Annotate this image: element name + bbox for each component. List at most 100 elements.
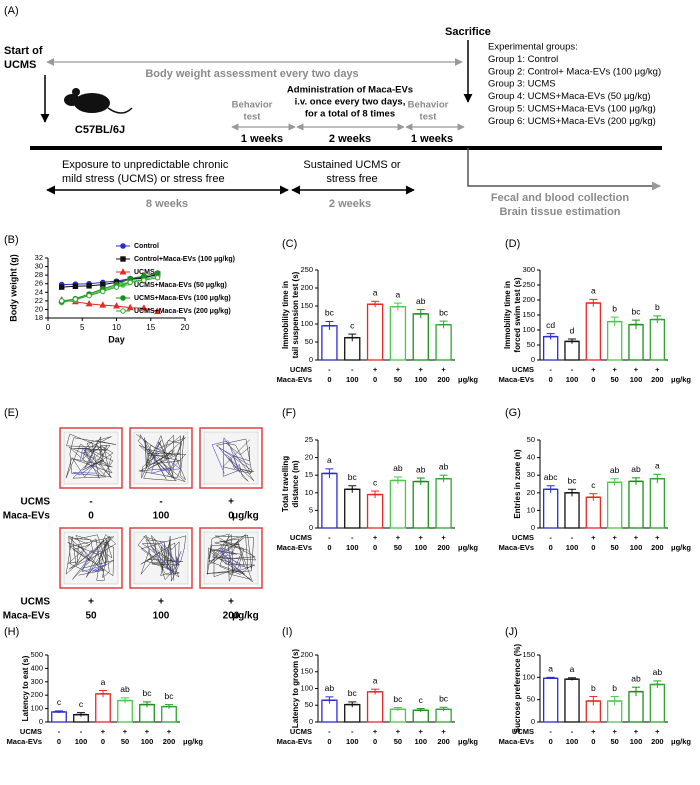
x-tick-label: 0 [549,543,553,552]
x-tick-label: 100 [141,737,154,746]
row-label: Maca-EVs [277,737,312,746]
bar [649,318,666,361]
track [206,533,257,583]
significance-letter: a [101,677,106,687]
point [99,301,107,308]
y-tick-label: 100 [300,683,313,692]
point [126,303,134,311]
ucms-mark: + [396,533,401,542]
ucms-mark: + [612,727,617,736]
y-tick-label: 24 [35,287,43,296]
x-tick-label: 0 [327,543,331,552]
bar [564,678,580,723]
bar [366,691,384,723]
y-tick-label: 0 [309,717,313,726]
row-label: Maca-EVs [499,737,534,746]
bar [389,708,407,723]
y-tick-label: 50 [527,340,535,349]
point [100,288,106,295]
significance-letter: ab [325,683,335,693]
bar [366,303,384,361]
y-tick-label: 100 [300,319,313,328]
x-tick-label: 100 [346,737,359,746]
significance-letter: a [373,675,378,685]
panel-label: (B) [4,234,19,246]
significance-letter: ab [439,461,449,471]
x-tick-label: 0 [591,375,595,384]
y-tick-label: 40 [527,453,535,462]
row-label: UCMS [21,597,51,608]
x-tick-label: 100 [566,543,579,552]
y-tick-label: 400 [30,663,43,672]
x-tick-label: 50 [610,737,618,746]
x-tick-label: 100 [566,737,579,746]
y-tick-label: 20 [527,488,535,497]
track [215,437,255,482]
x-tick-label: 50 [394,543,402,552]
ucms-mark: + [634,533,639,542]
ucms-mark: + [396,365,401,374]
x-tick-label: 50 [394,375,402,384]
panel-label: (H) [4,626,19,638]
panel-label: (F) [282,407,296,419]
ucms-mark: + [655,365,660,374]
strain-label: C57BL/6J [75,124,125,136]
significance-letter: b [655,302,660,312]
y-tick-label: 5 [309,505,313,514]
behavior-test-label: Behavior [408,100,449,111]
ucms-mark: + [591,727,596,736]
unit-label: μg/kg [671,543,691,552]
y-tick-label: 0 [309,523,313,532]
dose-label: 50 [85,611,97,622]
ucms-mark: - [571,727,574,736]
track [72,447,98,476]
point [59,284,65,290]
ucms-mark: - [80,727,83,736]
dose-label: 0 [228,511,234,522]
ucms-mark: + [591,365,596,374]
track [65,534,117,581]
significance-letter: bc [143,688,153,698]
ucms-mark: + [228,597,234,608]
unit-label: μg/kg [232,511,259,522]
significance-letter: abc [544,472,558,482]
bar [435,324,452,361]
ucms-mark: + [158,597,164,608]
significance-letter: bc [568,476,578,486]
significance-letter: b [591,683,596,693]
timeline: (A) Start of UCMS Body weight assessment… [4,5,662,218]
point [154,307,162,315]
open-field [59,427,263,589]
y-tick-label: 200 [300,650,313,659]
bar [412,313,429,361]
bar [628,480,644,529]
significance-letter: bc [439,694,449,704]
bar [389,306,407,361]
duration-label: 2 weeks [329,198,371,210]
ucms-mark: - [571,365,574,374]
x-tick-label: 100 [414,737,427,746]
significance-letter: c [419,695,424,705]
track [149,540,182,575]
ucms-mark: - [58,727,61,736]
ucms-mark: - [351,533,354,542]
significance-letter: ab [393,463,403,473]
y-axis-label: Total travelling [281,456,290,512]
track [218,548,241,572]
behavior-test-label: test [420,112,438,123]
row-label: UCMS [20,727,42,736]
legend-label: UCMS [134,269,155,276]
point [85,300,93,307]
bar [606,481,623,529]
significance-letter: c [79,699,84,709]
unit-label: μg/kg [671,375,691,384]
row-label: Maca-EVs [3,611,51,622]
x-tick-label: 100 [630,543,643,552]
y-axis-label: Entries in zone (n) [513,449,522,519]
significance-letter: c [373,477,378,487]
y-tick-label: 30 [527,470,535,479]
x-tick-label: 50 [610,543,618,552]
group-label: Group 3: UCMS [488,79,556,90]
y-tick-label: 10 [527,505,535,514]
